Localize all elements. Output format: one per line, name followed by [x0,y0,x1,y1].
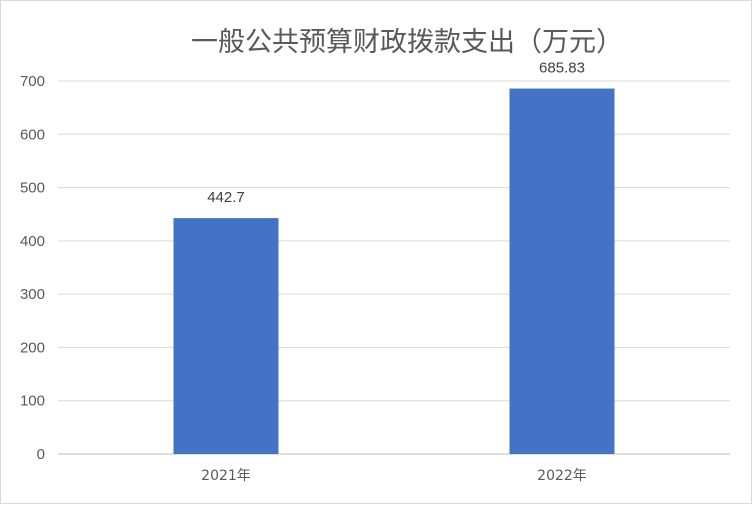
y-tick-label: 200 [20,339,45,356]
y-tick-label: 300 [20,286,45,303]
data-labels: 442.7 685.83 [207,60,585,207]
x-category-label: 2022年 [537,468,587,484]
bar [173,218,279,454]
y-tick-label: 0 [37,446,45,463]
bar-value-label: 442.7 [207,189,245,206]
bar [509,88,615,454]
y-tick-label: 600 [20,126,45,143]
bars [173,88,615,454]
y-tick-label: 100 [20,393,45,410]
chart-title: 一般公共预算财政拨款支出（万元） [191,27,623,58]
x-axis-categories: 2021年 2022年 [201,468,587,484]
y-tick-label: 500 [20,180,45,197]
y-axis-ticks: 0 100 200 300 400 500 600 700 [20,73,45,463]
y-tick-label: 400 [20,233,45,250]
x-category-label: 2021年 [201,468,251,484]
gridlines [58,80,730,455]
bar-value-label: 685.83 [539,60,585,77]
y-tick-label: 700 [20,73,45,90]
